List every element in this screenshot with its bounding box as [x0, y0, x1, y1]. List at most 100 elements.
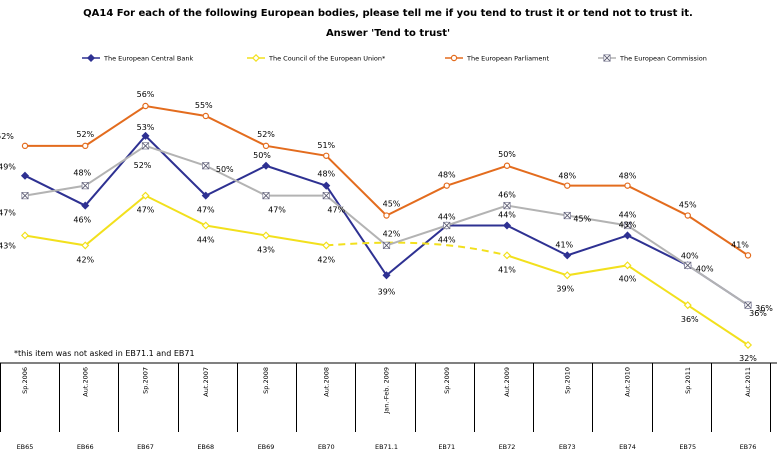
data-point-the-european-central-bank-0	[20, 171, 30, 180]
data-label-the-european-commission-4: 47%	[268, 206, 286, 215]
data-point-the-european-parliament-4	[262, 142, 270, 150]
data-label-the-european-parliament-12: 41%	[731, 240, 749, 249]
series-markers	[20, 102, 753, 350]
x-tick-label-1: Aut.2006	[81, 367, 89, 397]
data-point-the-european-central-bank-5	[322, 181, 331, 190]
wave-label-1: EB66	[77, 443, 94, 451]
data-point-the-european-parliament-12	[744, 252, 752, 259]
legend-marker-the-european-parliament	[450, 54, 458, 62]
data-point-the-european-commission-10	[623, 221, 632, 230]
wave-label-6: EB71.1	[375, 443, 398, 451]
data-point-the-council-of-the-european-union-0	[20, 231, 30, 240]
wave-label-4: EB69	[258, 443, 275, 451]
legend-label-the-european-central-bank: The European Central Bank	[103, 55, 193, 63]
legend: The European Central Bank The Council of …	[82, 53, 707, 63]
chart-title: QA14 For each of the following European …	[83, 8, 693, 19]
x-tick-label-9: Sp.2010	[563, 367, 571, 394]
x-tick-label-2: Sp.2007	[142, 367, 150, 394]
legend-label-the-european-parliament: The European Parliament	[466, 55, 550, 63]
x-axis-table: Sp.2006 EB65 Aut.2006 EB66 Sp.2007 EB67 Aut.20…	[0, 362, 777, 451]
data-label-the-european-commission-10: 44%	[619, 211, 637, 220]
data-point-the-european-parliament-5	[323, 152, 330, 159]
data-label-the-european-commission-12: 36%	[755, 304, 773, 313]
data-point-the-european-parliament-10	[624, 182, 631, 189]
data-label-the-european-commission-3: 50%	[216, 165, 234, 174]
data-point-the-european-central-bank-2	[141, 131, 150, 140]
data-label-the-european-parliament-2: 56%	[137, 90, 155, 99]
data-point-the-european-central-bank-1	[81, 201, 90, 210]
legend-label-the-council-of-the-european-union: The Council of the European Union*	[268, 55, 386, 63]
wave-label-2: EB67	[137, 443, 154, 451]
x-tick-label-0: Sp.2006	[21, 367, 29, 394]
data-label-the-european-central-bank-12: 36%	[749, 309, 767, 318]
data-label-the-european-parliament-10: 48%	[619, 172, 637, 181]
data-point-the-council-of-the-european-union-9	[563, 271, 572, 280]
data-label-the-european-central-bank-8: 44%	[498, 211, 516, 220]
data-point-the-european-commission-6	[382, 241, 391, 250]
data-label-the-european-parliament-9: 48%	[558, 172, 576, 181]
data-point-the-council-of-the-european-union-3	[201, 221, 210, 230]
data-point-the-european-parliament-0	[21, 142, 29, 150]
data-point-the-council-of-the-european-union-12	[743, 340, 753, 350]
wave-label-0: EB65	[17, 443, 34, 451]
data-label-the-council-of-the-european-union-4: 43%	[257, 245, 275, 254]
data-point-the-council-of-the-european-union-8	[502, 251, 512, 260]
data-point-the-european-parliament-7	[443, 182, 450, 189]
wave-label-7: EB71	[438, 443, 455, 451]
data-label-the-european-parliament-11: 45%	[679, 201, 697, 210]
data-label-the-european-commission-5: 47%	[327, 206, 345, 215]
data-point-the-european-commission-0	[21, 192, 29, 200]
wave-label-10: EB74	[619, 443, 636, 451]
data-label-the-european-central-bank-5: 48%	[317, 170, 335, 179]
data-label-the-council-of-the-european-union-3: 44%	[197, 236, 215, 245]
legend-marker-the-council-of-the-european-union	[251, 53, 261, 63]
wave-label-12: EB76	[740, 443, 757, 451]
data-point-the-european-parliament-8	[503, 162, 511, 169]
data-label-the-european-parliament-7: 48%	[438, 171, 456, 180]
data-label-the-european-central-bank-0: 49%	[0, 163, 16, 172]
data-label-the-european-central-bank-7: 44%	[438, 213, 456, 222]
x-tick-label-12: Aut.2011	[744, 367, 752, 397]
data-point-the-council-of-the-european-union-11	[683, 301, 692, 310]
data-label-the-european-central-bank-2: 53%	[137, 123, 155, 132]
data-label-the-council-of-the-european-union-2: 47%	[137, 206, 155, 215]
data-label-the-european-parliament-3: 55%	[195, 101, 213, 110]
x-tick-label-8: Aut.2009	[503, 367, 511, 397]
legend-marker-the-european-central-bank	[86, 53, 96, 63]
x-tick-label-4: Sp.2008	[262, 367, 270, 394]
data-point-the-european-commission-2	[141, 142, 150, 150]
data-label-the-european-central-bank-10: 43%	[619, 220, 637, 229]
data-label-the-european-parliament-5: 51%	[317, 141, 335, 150]
data-label-the-european-commission-1: 48%	[73, 169, 91, 178]
data-point-the-european-parliament-1	[82, 142, 89, 150]
data-label-the-council-of-the-european-union-9: 39%	[556, 284, 574, 293]
data-point-the-council-of-the-european-union-2	[141, 191, 150, 200]
data-label-the-european-central-bank-6: 39%	[378, 287, 396, 296]
series-gap-line-the-council-of-the-european-union	[326, 241, 508, 257]
series-lines	[24, 104, 749, 346]
chart-subtitle: Answer 'Tend to trust'	[326, 28, 450, 39]
data-label-the-council-of-the-european-union-5: 42%	[317, 255, 335, 264]
data-point-the-european-commission-9	[563, 211, 571, 220]
data-point-the-council-of-the-european-union-5	[322, 241, 331, 250]
data-point-the-european-central-bank-3	[201, 191, 210, 200]
data-label-the-european-central-bank-4: 50%	[253, 151, 271, 160]
data-label-the-european-commission-2: 52%	[134, 161, 152, 170]
data-point-the-european-commission-4	[262, 192, 270, 200]
x-tick-label-3: Aut.2007	[202, 367, 210, 397]
wave-label-9: EB73	[559, 443, 576, 451]
data-label-the-council-of-the-european-union-1: 42%	[76, 255, 94, 264]
data-point-the-european-parliament-2	[142, 102, 149, 110]
data-point-the-european-central-bank-4	[261, 161, 271, 170]
data-label-the-european-commission-7: 44%	[438, 236, 456, 245]
data-label-the-council-of-the-european-union-8: 41%	[498, 265, 516, 274]
data-label-the-european-parliament-6: 45%	[383, 200, 401, 209]
data-label-the-european-parliament-4: 52%	[257, 130, 275, 139]
data-point-the-european-parliament-11	[684, 212, 691, 219]
data-point-the-european-central-bank-9	[563, 251, 572, 260]
data-label-the-council-of-the-european-union-10: 40%	[619, 274, 637, 283]
data-label-the-european-commission-9: 45%	[573, 215, 591, 224]
data-point-the-council-of-the-european-union-10	[623, 261, 632, 270]
data-point-the-european-commission-3	[202, 162, 210, 170]
